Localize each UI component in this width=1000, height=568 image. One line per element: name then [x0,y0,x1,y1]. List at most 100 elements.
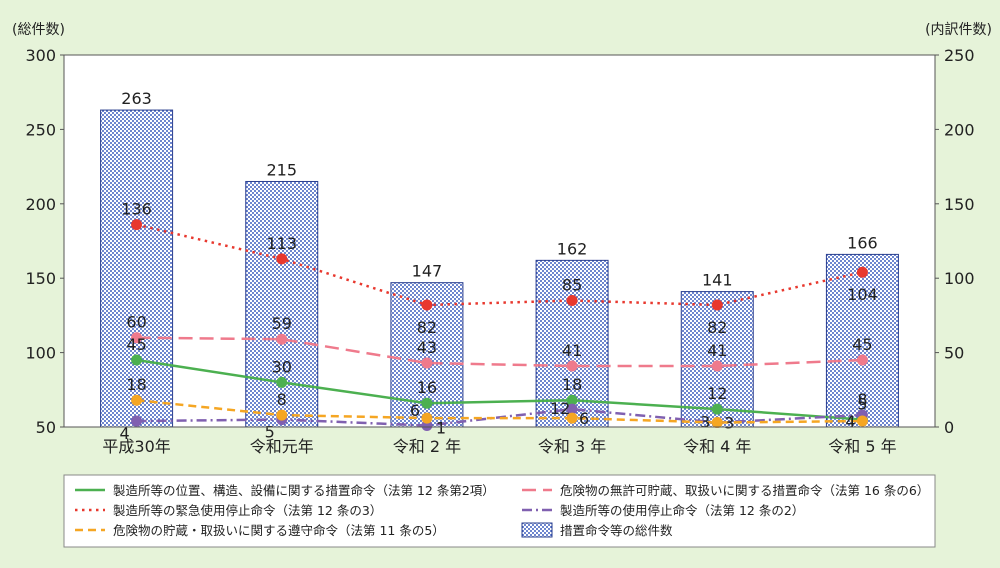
point-value-label: 85 [562,276,582,295]
legend-label: 製造所等の位置、構造、設備に関する措置命令（法第 12 条第2項） [113,483,495,498]
right-tick-label: 0 [944,418,954,437]
point-value-label: 5 [265,423,275,442]
point-value-label: 12 [707,384,727,403]
bar-value-label: 147 [412,262,443,281]
x-tick-label: 令和 2 年 [393,437,461,456]
series-line [136,398,863,424]
series-line [136,358,863,421]
data-point [276,376,288,388]
data-point [566,360,578,372]
left-tick-label: 150 [25,269,56,288]
data-point [856,354,868,366]
left-tick-label: 250 [25,120,56,139]
point-value-label: 45 [852,335,872,354]
bar-value-label: 162 [557,239,588,258]
left-tick-label: 300 [25,46,56,65]
x-tick-label: 令和 3 年 [538,437,606,456]
data-point [131,354,143,366]
point-value-label: 136 [121,200,152,219]
bar-value-label: 166 [847,233,878,252]
data-point [131,219,143,231]
left-tick-label: 100 [25,344,56,363]
data-point [421,397,433,409]
point-value-label: 4 [119,424,129,443]
data-point [856,415,868,427]
plot-frame [63,54,936,428]
point-value-label: 18 [126,375,146,394]
legend-label: 製造所等の緊急使用停止命令（法第 12 条の3） [113,503,382,518]
right-tick-label: 50 [944,344,964,363]
series-line [136,223,863,307]
legend-label: 危険物の無許可貯蔵、取扱いに関する措置命令（法第 16 条の6） [560,483,929,498]
bar-value-label: 141 [702,271,733,290]
right-tick-label: 100 [944,269,975,288]
right-axis-label: (内訳件数) [925,22,992,38]
point-value-label: 41 [562,341,582,360]
point-value-label: 30 [272,357,292,376]
data-point [566,403,578,415]
x-tick-label: 令和 4 年 [683,437,751,456]
legend: 製造所等の位置、構造、設備に関する措置命令（法第 12 条第2項） 危険物の無許可… [63,474,936,548]
point-value-label: 16 [417,378,437,397]
plot-area [64,55,935,427]
left-tick-label: 50 [36,418,56,437]
legend-label: 製造所等の使用停止命令（法第 12 条の2） [560,503,804,518]
legend-box [63,474,936,548]
data-point [421,412,433,424]
data-point [131,394,143,406]
bar-value-label: 215 [266,160,297,179]
data-point [711,417,723,429]
bar [825,253,899,428]
point-value-label: 5 [857,395,867,414]
point-value-label: 41 [707,341,727,360]
point-value-label: 8 [857,390,867,409]
bar [100,109,174,428]
data-point [421,357,433,369]
point-value-label: 59 [272,314,292,333]
series-line [136,336,863,368]
right-tick-label: 250 [944,46,975,65]
point-value-label: 45 [126,335,146,354]
point-value-label: 60 [126,313,146,332]
point-value-label: 82 [707,318,727,337]
x-tick-label: 令和元年 [250,437,314,456]
point-value-label: 1 [436,419,446,438]
data-point [421,299,433,311]
point-value-label: 113 [266,234,297,253]
data-point [856,266,868,278]
point-value-label: 3 [700,413,710,432]
left-axis-label: (総件数) [12,22,65,38]
data-point [711,299,723,311]
data-point [276,409,288,421]
data-point [711,403,723,415]
point-value-label: 12 [550,399,570,418]
bar-value-label: 263 [121,89,152,108]
point-value-label: 8 [277,390,287,409]
data-point [711,360,723,372]
x-tick-label: 令和 5 年 [828,437,896,456]
data-point [131,332,143,344]
point-value-label: 4 [845,412,855,431]
data-point [566,295,578,307]
point-value-label: 18 [562,375,582,394]
data-point [131,415,143,427]
point-value-label: 6 [579,409,589,428]
data-point [566,412,578,424]
legend-label: 危険物の貯蔵・取扱いに関する遵守命令（法第 11 条の5） [113,523,445,538]
point-value-label: 104 [847,285,878,304]
point-value-label: 6 [410,401,420,420]
legend-label: 措置命令等の総件数 [560,523,673,538]
left-tick-label: 200 [25,195,56,214]
point-value-label: 82 [417,318,437,337]
right-tick-label: 200 [944,120,975,139]
right-tick-label: 150 [944,195,975,214]
x-tick-label: 平成30年 [102,437,170,456]
data-point [566,394,578,406]
legend-swatch [521,522,553,538]
point-value-label: 43 [417,338,437,357]
data-point [276,253,288,265]
point-value-label: 3 [724,414,734,433]
data-point [276,333,288,345]
